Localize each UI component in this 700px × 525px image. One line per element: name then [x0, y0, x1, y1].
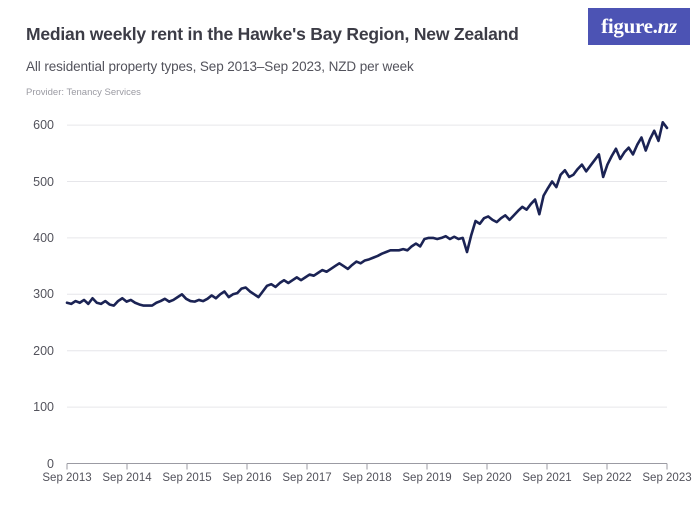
logo-accent-text: nz: [657, 14, 678, 38]
xtick-label-0: Sep 2013: [42, 472, 92, 484]
gridlines: [67, 124, 667, 464]
logo-main-text: figure.: [601, 14, 658, 38]
xtick-label-9: Sep 2022: [582, 472, 632, 484]
xtick-label-3: Sep 2016: [222, 472, 272, 484]
figurenz-logo[interactable]: figure.nz: [588, 8, 690, 45]
xtick-label-2: Sep 2015: [162, 472, 212, 484]
ytick-label-200: 200: [33, 343, 54, 358]
logo-label: figure.nz: [601, 16, 677, 37]
xtick-label-10: Sep 2023: [642, 472, 692, 484]
xtick-label-7: Sep 2020: [462, 472, 512, 484]
ytick-label-600: 600: [33, 118, 54, 133]
xtick-label-8: Sep 2021: [522, 472, 572, 484]
chart-subtitle: All residential property types, Sep 2013…: [26, 59, 414, 74]
rent-line-series: [65, 120, 669, 307]
xtick-label-4: Sep 2017: [282, 472, 332, 484]
xtick-label-5: Sep 2018: [342, 472, 392, 484]
ytick-label-500: 500: [33, 174, 54, 189]
xtick-label-6: Sep 2019: [402, 472, 452, 484]
ytick-label-100: 100: [33, 400, 54, 415]
page-title: Median weekly rent in the Hawke's Bay Re…: [26, 24, 519, 44]
xtick-label-1: Sep 2014: [102, 472, 152, 484]
ytick-label-300: 300: [33, 287, 54, 302]
ytick-label-400: 400: [33, 230, 54, 245]
provider-credit: Provider: Tenancy Services: [26, 87, 141, 98]
x-axis-ticks: [66, 463, 668, 470]
ytick-label-0: 0: [47, 456, 54, 471]
